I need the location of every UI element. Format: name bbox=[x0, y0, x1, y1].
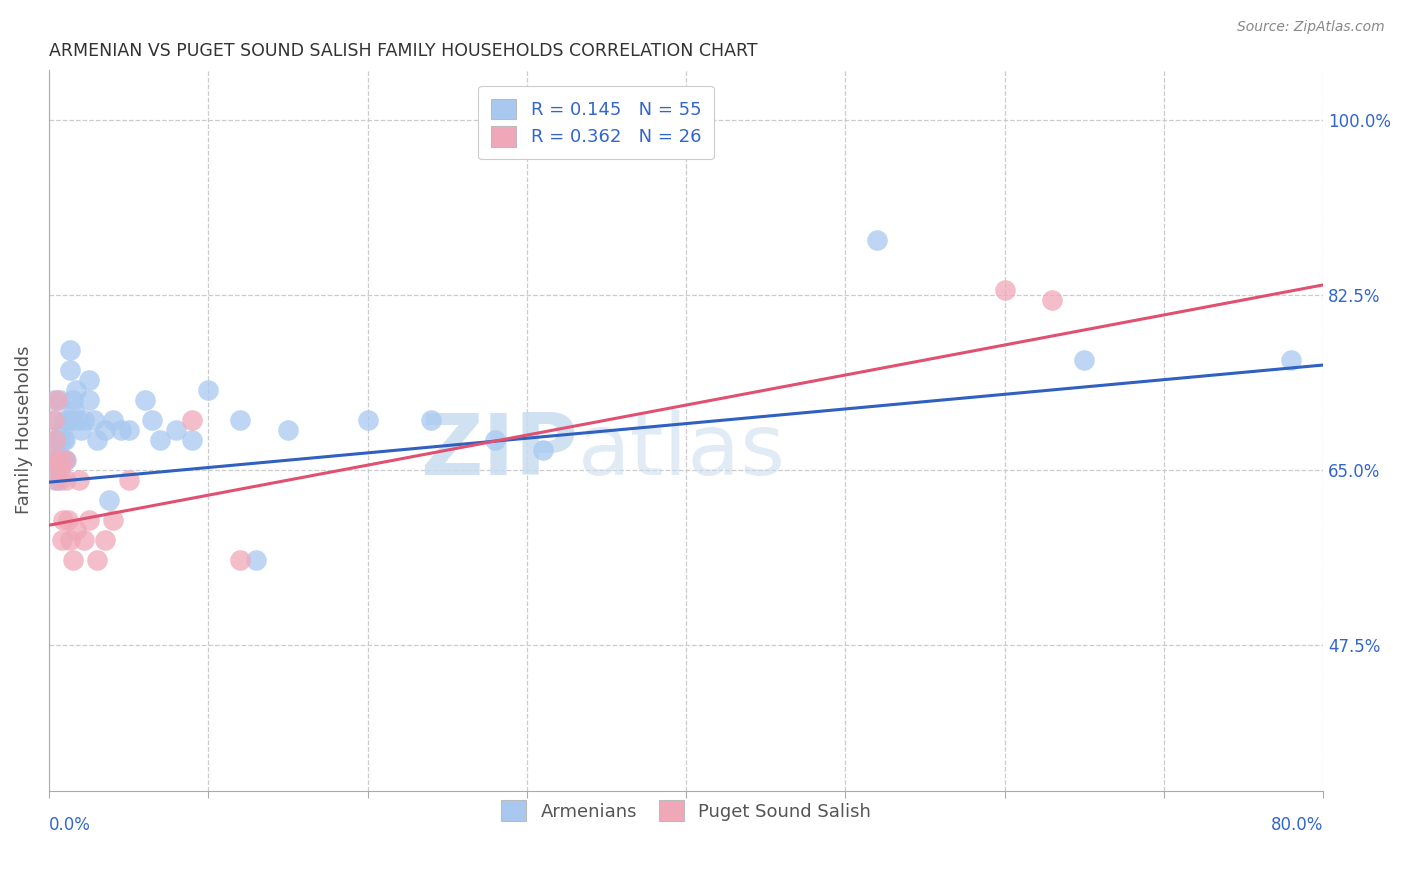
Point bbox=[73, 413, 96, 427]
Point bbox=[55, 453, 77, 467]
Text: ZIP: ZIP bbox=[420, 410, 578, 493]
Point bbox=[86, 433, 108, 447]
Point bbox=[48, 453, 70, 467]
Point bbox=[356, 413, 378, 427]
Point bbox=[134, 393, 156, 408]
Point bbox=[45, 473, 67, 487]
Point bbox=[484, 433, 506, 447]
Point bbox=[181, 433, 204, 447]
Point bbox=[42, 453, 65, 467]
Point bbox=[66, 413, 89, 427]
Point bbox=[1073, 353, 1095, 368]
Point bbox=[229, 553, 252, 567]
Point bbox=[42, 413, 65, 427]
Point bbox=[420, 413, 443, 427]
Point bbox=[59, 343, 82, 357]
Point bbox=[197, 383, 219, 397]
Point bbox=[52, 433, 75, 447]
Point bbox=[101, 513, 124, 527]
Point bbox=[60, 413, 83, 427]
Point bbox=[49, 473, 72, 487]
Point bbox=[48, 453, 70, 467]
Point bbox=[643, 133, 665, 147]
Point bbox=[1279, 353, 1302, 368]
Text: 80.0%: 80.0% bbox=[1271, 815, 1323, 834]
Point bbox=[51, 453, 73, 467]
Point bbox=[73, 533, 96, 548]
Point bbox=[53, 413, 76, 427]
Point bbox=[149, 433, 172, 447]
Point bbox=[65, 383, 87, 397]
Legend: Armenians, Puget Sound Salish: Armenians, Puget Sound Salish bbox=[494, 793, 879, 829]
Point bbox=[1040, 293, 1063, 307]
Point bbox=[93, 423, 115, 437]
Text: ARMENIAN VS PUGET SOUND SALISH FAMILY HOUSEHOLDS CORRELATION CHART: ARMENIAN VS PUGET SOUND SALISH FAMILY HO… bbox=[49, 42, 758, 60]
Point bbox=[62, 393, 84, 408]
Point bbox=[48, 433, 70, 447]
Point bbox=[245, 553, 267, 567]
Point bbox=[866, 233, 889, 247]
Point bbox=[53, 433, 76, 447]
Point bbox=[181, 413, 204, 427]
Point bbox=[56, 413, 79, 427]
Point bbox=[86, 553, 108, 567]
Point bbox=[98, 493, 121, 508]
Point bbox=[65, 523, 87, 537]
Point bbox=[51, 423, 73, 437]
Point bbox=[63, 403, 86, 417]
Point bbox=[52, 513, 75, 527]
Point bbox=[117, 473, 139, 487]
Point bbox=[83, 413, 105, 427]
Point bbox=[45, 393, 67, 408]
Point bbox=[45, 463, 67, 477]
Point bbox=[531, 443, 554, 458]
Point bbox=[53, 453, 76, 467]
Point bbox=[42, 413, 65, 427]
Point bbox=[44, 453, 66, 467]
Point bbox=[77, 393, 100, 408]
Point bbox=[110, 423, 132, 437]
Point bbox=[42, 433, 65, 447]
Point bbox=[53, 453, 76, 467]
Point bbox=[51, 533, 73, 548]
Point bbox=[62, 553, 84, 567]
Point bbox=[59, 533, 82, 548]
Text: 0.0%: 0.0% bbox=[49, 815, 91, 834]
Point bbox=[59, 363, 82, 377]
Point bbox=[45, 443, 67, 458]
Point bbox=[77, 373, 100, 387]
Point bbox=[101, 413, 124, 427]
Point bbox=[55, 473, 77, 487]
Y-axis label: Family Households: Family Households bbox=[15, 346, 32, 515]
Point bbox=[165, 423, 187, 437]
Point bbox=[994, 283, 1017, 297]
Point bbox=[93, 533, 115, 548]
Point bbox=[141, 413, 163, 427]
Point bbox=[44, 433, 66, 447]
Point bbox=[117, 423, 139, 437]
Text: atlas: atlas bbox=[578, 410, 786, 493]
Point bbox=[56, 513, 79, 527]
Text: Source: ZipAtlas.com: Source: ZipAtlas.com bbox=[1237, 20, 1385, 34]
Point bbox=[229, 413, 252, 427]
Point bbox=[44, 473, 66, 487]
Point bbox=[42, 393, 65, 408]
Point bbox=[277, 423, 299, 437]
Point bbox=[49, 463, 72, 477]
Point bbox=[41, 453, 63, 467]
Point bbox=[77, 513, 100, 527]
Point bbox=[49, 393, 72, 408]
Point bbox=[67, 473, 90, 487]
Point bbox=[69, 423, 91, 437]
